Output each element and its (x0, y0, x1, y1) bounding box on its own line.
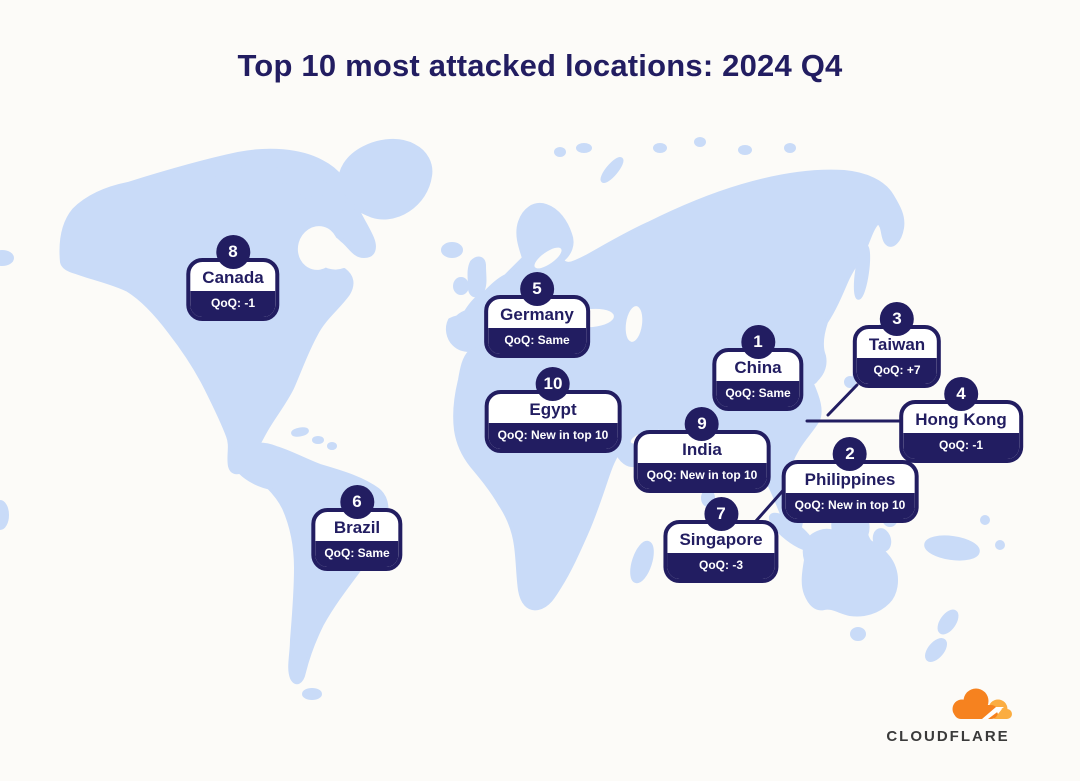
qoq-change: QoQ: New in top 10 (785, 493, 915, 519)
rank-circle: 1 (740, 325, 775, 359)
qoq-change: QoQ: -1 (190, 291, 276, 317)
qoq-change: QoQ: New in top 10 (488, 423, 618, 449)
location-name: Hong Kong (915, 410, 1007, 429)
badge-card: China QoQ: Same (712, 348, 804, 411)
location-badge-china: 1 China QoQ: Same (712, 325, 804, 411)
qoq-change: QoQ: Same (315, 541, 399, 567)
location-name: India (682, 440, 722, 459)
location-badge-singapore: 7 Singapore QoQ: -3 (663, 497, 779, 583)
qoq-change: QoQ: New in top 10 (637, 463, 767, 489)
location-badge-hong-kong: 4 Hong Kong QoQ: -1 (899, 377, 1023, 463)
qoq-change: QoQ: -1 (903, 433, 1019, 459)
rank-circle: 7 (704, 497, 738, 531)
cloudflare-cloud-icon (952, 688, 1012, 719)
rank-circle: 5 (519, 272, 554, 306)
location-badge-india: 9 India QoQ: New in top 10 (633, 407, 771, 493)
qoq-change: QoQ: Same (716, 381, 800, 407)
rank-circle: 3 (880, 302, 914, 336)
badge-card: Singapore QoQ: -3 (663, 520, 779, 583)
location-badge-germany: 5 Germany QoQ: Same (484, 272, 590, 358)
badge-card: India QoQ: New in top 10 (633, 430, 771, 493)
taiwan-leader-line (826, 383, 859, 417)
rank-circle: 4 (944, 377, 978, 411)
location-name: Taiwan (868, 335, 926, 354)
badge-card: Canada QoQ: -1 (186, 258, 280, 321)
rank-circle: 10 (535, 367, 570, 401)
location-name: Canada (202, 268, 264, 287)
rank-circle: 6 (339, 485, 374, 519)
location-name: Brazil (333, 518, 381, 537)
cloudflare-wordmark: CLOUDFLARE (886, 728, 1010, 745)
qoq-change: QoQ: +7 (856, 358, 938, 384)
qoq-change: QoQ: -3 (667, 553, 775, 579)
location-badge-taiwan: 3 Taiwan QoQ: +7 (852, 302, 942, 388)
location-badge-philippines: 2 Philippines QoQ: New in top 10 (781, 437, 919, 523)
location-badge-brazil: 6 Brazil QoQ: Same (311, 485, 403, 571)
page-title: Top 10 most attacked locations: 2024 Q4 (237, 48, 843, 83)
rank-circle: 8 (215, 235, 250, 269)
location-name: Egypt (529, 400, 577, 419)
location-badge-canada: 8 Canada QoQ: -1 (186, 235, 280, 321)
badge-card: Philippines QoQ: New in top 10 (781, 460, 919, 523)
location-name: China (734, 358, 782, 377)
rank-circle: 2 (832, 437, 867, 471)
map-seas (297, 226, 650, 444)
badge-card: Egypt QoQ: New in top 10 (484, 390, 622, 453)
location-name: Philippines (804, 470, 896, 489)
location-name: Singapore (679, 530, 763, 549)
rank-circle: 9 (684, 407, 719, 441)
qoq-change: QoQ: Same (488, 328, 586, 354)
cloudflare-logo: CLOUDFLARE (876, 686, 1026, 748)
location-name: Germany (500, 305, 574, 324)
location-badge-egypt: 10 Egypt QoQ: New in top 10 (484, 367, 622, 453)
